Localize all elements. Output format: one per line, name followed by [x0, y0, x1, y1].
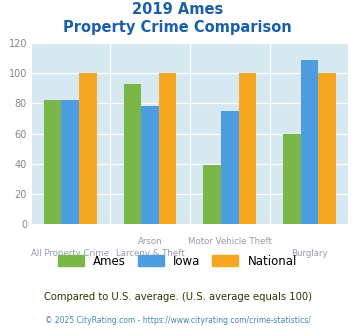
Legend: Ames, Iowa, National: Ames, Iowa, National — [53, 250, 302, 273]
Bar — [159, 73, 176, 224]
Text: 2019 Ames: 2019 Ames — [132, 2, 223, 16]
Bar — [239, 73, 256, 224]
Bar — [283, 134, 301, 224]
Text: All Property Crime: All Property Crime — [31, 249, 109, 258]
Bar — [221, 111, 239, 224]
Bar — [318, 73, 336, 224]
Bar — [203, 165, 221, 224]
Bar — [44, 100, 61, 224]
Text: Arson: Arson — [138, 237, 162, 246]
Text: Burglary: Burglary — [291, 249, 328, 258]
Text: Property Crime Comparison: Property Crime Comparison — [63, 20, 292, 35]
Bar — [124, 84, 141, 224]
Bar — [141, 106, 159, 224]
Text: Motor Vehicle Theft: Motor Vehicle Theft — [188, 237, 272, 246]
Bar — [79, 73, 97, 224]
Text: Compared to U.S. average. (U.S. average equals 100): Compared to U.S. average. (U.S. average … — [44, 292, 311, 302]
Text: Larceny & Theft: Larceny & Theft — [116, 249, 184, 258]
Text: © 2025 CityRating.com - https://www.cityrating.com/crime-statistics/: © 2025 CityRating.com - https://www.city… — [45, 316, 310, 325]
Bar — [61, 100, 79, 224]
Bar — [301, 59, 318, 224]
